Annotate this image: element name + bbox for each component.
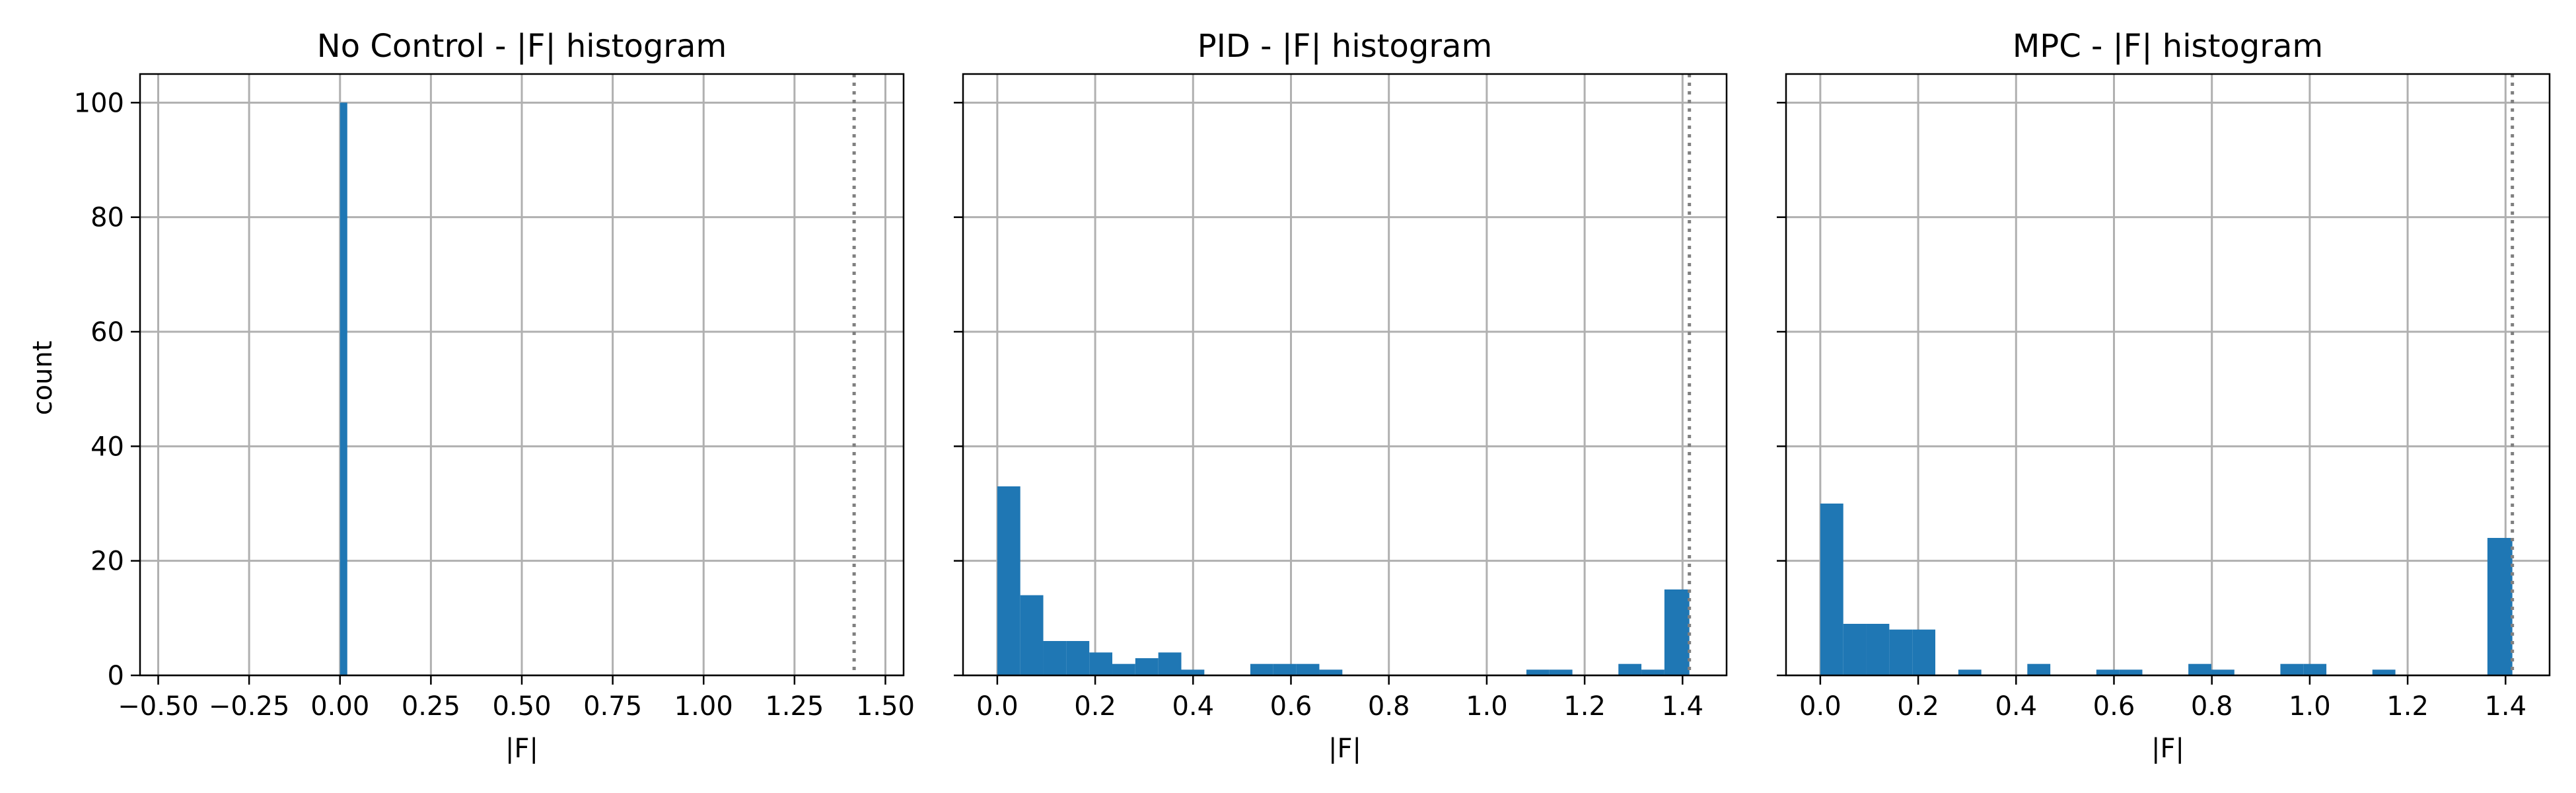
histogram-bar [2303, 663, 2327, 675]
x-tick-label: 1.25 [765, 691, 824, 722]
x-tick-label: 0.6 [2093, 691, 2135, 722]
x-tick-label: −0.25 [209, 691, 290, 722]
histogram-bar [1319, 669, 1343, 675]
histogram-bar [1912, 629, 1936, 675]
x-axis-label: |F| [2151, 734, 2184, 764]
histogram-bar [2096, 669, 2120, 675]
histogram-bar [997, 486, 1020, 675]
x-tick-label: 0.25 [402, 691, 460, 722]
x-tick-label: 0.50 [492, 691, 551, 722]
histogram-bar [2188, 663, 2211, 675]
histogram-bar [2372, 669, 2396, 675]
y-tick-label: 80 [90, 203, 124, 233]
axes-frame [1785, 73, 2551, 677]
x-tick-label: 0.0 [976, 691, 1019, 722]
x-tick-label: 1.00 [674, 691, 733, 722]
subplot-1: −0.50 −0.25 0.00 0.25 0.50 0.75 1.00 1.25 1.50 0 2… [74, 28, 915, 764]
x-tick-label: 1.50 [856, 691, 915, 722]
y-tick-label: 0 [108, 661, 124, 691]
histogram-bar [1089, 652, 1113, 675]
x-tick-label: 0.0 [1799, 691, 1842, 722]
histogram-bar [1820, 504, 1843, 675]
histogram-bar [1020, 595, 1044, 675]
histogram-bar [1158, 652, 1182, 675]
histogram-bar [2487, 538, 2513, 675]
x-axis-label: |F| [505, 734, 538, 764]
x-tick-label: 0.8 [2191, 691, 2233, 722]
subplot-2: 0.0 0.2 0.4 0.6 0.8 1.0 1.2 1.4 PID - |F| histog… [954, 28, 1728, 764]
x-tick-label: 1.0 [1466, 691, 1508, 722]
histogram-bar [1641, 669, 1664, 675]
histogram-bar [1296, 663, 1320, 675]
histogram-bar [1250, 663, 1273, 675]
histogram-bar [1958, 669, 1982, 675]
y-axis-label: count [28, 341, 58, 416]
subplot-title: No Control - |F| histogram [317, 28, 727, 65]
histogram-bar [340, 102, 347, 676]
histogram-bar [2280, 663, 2304, 675]
histogram-bar [1618, 663, 1642, 675]
histogram-bar [2027, 663, 2051, 675]
x-tick-label: 0.75 [583, 691, 642, 722]
subplot-3: 0.0 0.2 0.4 0.6 0.8 1.0 1.2 1.4 MPC - |F| histog… [1777, 28, 2551, 764]
x-tick-label: 0.00 [310, 691, 369, 722]
x-tick-label: 0.6 [1270, 691, 1312, 722]
histogram-bar [1866, 624, 1890, 675]
x-tick-label: −0.50 [118, 691, 199, 722]
x-tick-label: 0.4 [1995, 691, 2037, 722]
x-tick-label: 0.8 [1368, 691, 1410, 722]
x-tick-label: 0.4 [1172, 691, 1214, 722]
y-tick-label: 60 [90, 317, 124, 348]
histogram-bar [1526, 669, 1550, 675]
axes-frame [962, 73, 1728, 677]
x-tick-label: 1.4 [2484, 691, 2526, 722]
histogram-bar [1135, 658, 1159, 675]
x-tick-label: 0.2 [1074, 691, 1116, 722]
histogram-bar [1273, 663, 1297, 675]
y-tick-label: 100 [74, 88, 124, 118]
x-tick-label: 1.0 [2289, 691, 2331, 722]
x-axis-label: |F| [1328, 734, 1361, 764]
histogram-bar [2211, 669, 2235, 675]
y-tick-label: 20 [90, 547, 124, 577]
histogram-bar [1843, 624, 1867, 675]
histogram-bar [1889, 629, 1913, 675]
y-tick-label: 40 [90, 432, 124, 462]
x-tick-label: 1.2 [1563, 691, 1606, 722]
x-tick-label: 1.4 [1661, 691, 1703, 722]
x-tick-label: 1.2 [2386, 691, 2429, 722]
subplot-title: MPC - |F| histogram [2013, 28, 2323, 65]
histogram-bar [1112, 663, 1135, 675]
histogram-bar [1181, 669, 1205, 675]
subplot-title: PID - |F| histogram [1198, 28, 1492, 65]
histogram-bar [2119, 669, 2143, 675]
histogram-bar [1066, 641, 1090, 675]
x-tick-label: 0.2 [1897, 691, 1939, 722]
histogram-bar [1043, 641, 1067, 675]
histogram-bar [1549, 669, 1573, 675]
histogram-bar [1664, 589, 1690, 675]
